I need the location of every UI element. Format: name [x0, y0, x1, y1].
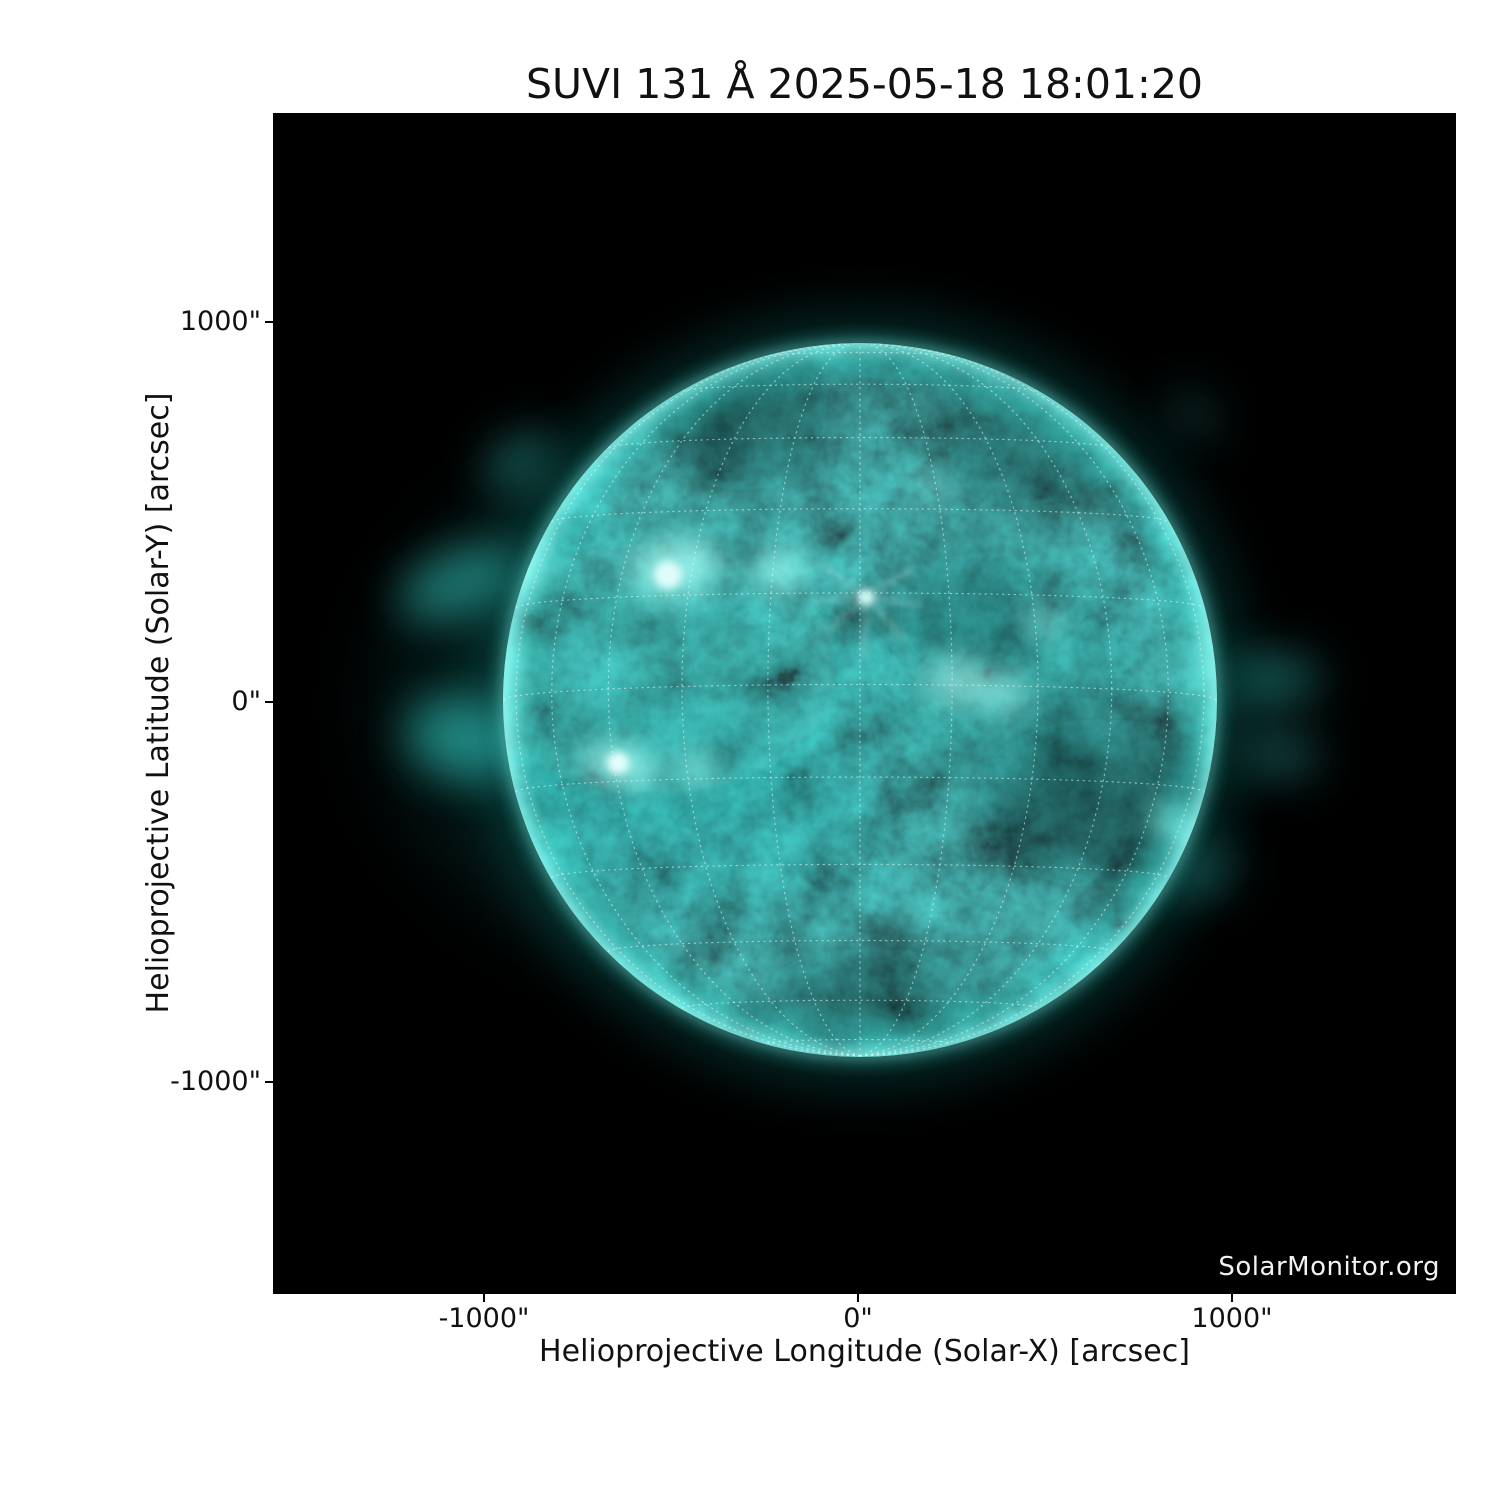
chart-title: SUVI 131 Å 2025-05-18 18:01:20: [525, 60, 1204, 108]
y-tick-label-1000: 1000": [179, 306, 261, 337]
y-tick-mark-1000: [265, 321, 273, 323]
y-tick-mark-0: [265, 701, 273, 703]
solar-euv-image: [273, 113, 1456, 1294]
limb-ring: [502, 342, 1218, 1058]
heliographic-grid: [503, 343, 1217, 1057]
solar-image-plot: SolarMonitor.org: [273, 113, 1456, 1294]
y-tick-mark-neg1000: [265, 1081, 273, 1083]
y-axis-label: Helioprojective Latitude (Solar-Y) [arcs…: [141, 392, 176, 1014]
solarmonitor-watermark: SolarMonitor.org: [1218, 1252, 1440, 1282]
y-tick-label-neg1000: -1000": [170, 1066, 261, 1097]
y-tick-label-0: 0": [231, 686, 261, 717]
limb-brightening: [503, 343, 1217, 1057]
x-tick-mark-0: [857, 1294, 859, 1302]
x-tick-label-0: 0": [843, 1303, 873, 1334]
x-tick-mark-1000: [1231, 1294, 1233, 1302]
x-tick-label-neg1000: -1000": [438, 1303, 530, 1334]
limb-glow-ring: [498, 338, 1222, 1062]
corona-streamers: [399, 392, 1321, 899]
x-tick-mark-neg1000: [483, 1294, 485, 1302]
x-tick-label-1000: 1000": [1191, 1303, 1273, 1334]
x-axis-label: Helioprojective Longitude (Solar-X) [arc…: [539, 1334, 1190, 1369]
